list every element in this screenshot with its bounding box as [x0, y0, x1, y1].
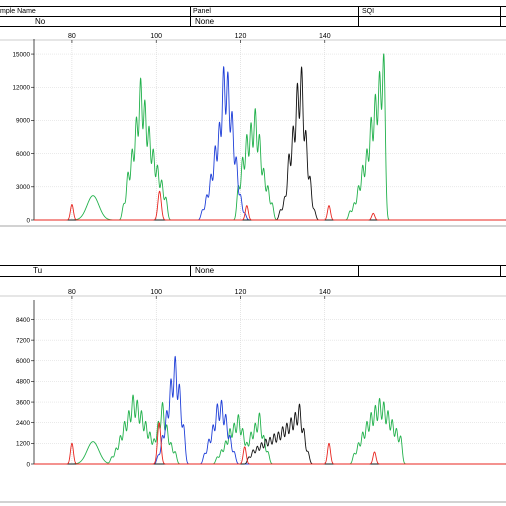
x-tick-label: 120 [235, 33, 247, 40]
y-tick-label: 3600 [16, 399, 31, 406]
x-tick-label: 80 [68, 33, 76, 40]
y-tick-label: 4800 [16, 379, 31, 386]
series-line-green [33, 394, 506, 465]
x-tick-label: 80 [68, 289, 76, 296]
y-tick-label: 7200 [16, 337, 31, 344]
y-tick-label: 15000 [12, 51, 30, 58]
sqi-value-2 [362, 266, 492, 275]
y-tick-label: 1200 [16, 441, 31, 448]
sample-name-value-2: Tu [33, 266, 43, 275]
series-line-red [33, 422, 506, 465]
sample-table-1: mple Name Panel SQI No None [0, 6, 506, 27]
y-tick-label: 2400 [16, 420, 31, 427]
y-tick-label: 12000 [12, 85, 30, 92]
electropherogram-chart-1: 80 100 120 140 0 3000 6000 9000 12000 15000 [0, 33, 506, 227]
y-tick-label: 8400 [16, 317, 31, 324]
plot-area-1: 80 100 120 140 0 3000 6000 9000 12000 15000 [0, 33, 506, 227]
y-tick-label: 0 [26, 461, 30, 468]
column-header-panel: Panel [193, 8, 211, 15]
sample-name-value: No [35, 17, 46, 26]
panel-value: None [195, 17, 215, 26]
y-tick-label: 6000 [16, 151, 31, 158]
series-line-green [33, 53, 506, 221]
panel-value-2: None [195, 266, 215, 275]
y-tick-label: 6000 [16, 358, 31, 365]
column-header-sqi: SQI [362, 8, 375, 15]
x-tick-label: 100 [150, 33, 162, 40]
series-line-blue [33, 355, 506, 465]
series-line-red [33, 190, 506, 221]
x-tick-label: 140 [319, 289, 331, 296]
y-tick-label: 3000 [16, 184, 31, 191]
electropherogram-chart-2: 80 100 120 140 0 1200 2400 3600 4800 6000 7200 8400 [0, 289, 506, 503]
sample-table-2: Tu None [0, 265, 506, 277]
x-tick-label: 100 [150, 289, 162, 296]
x-tick-label: 140 [319, 33, 331, 40]
series-line-black [33, 403, 506, 465]
y-tick-label: 0 [26, 217, 30, 224]
sqi-value [362, 17, 492, 26]
x-tick-label: 120 [235, 289, 247, 296]
series-line-black [33, 66, 506, 221]
column-header-sample-name: mple Name [0, 8, 36, 15]
plot-area-2: 80 100 120 140 0 1200 2400 3600 4800 6000 7200 8400 [0, 289, 506, 503]
series-line-blue [33, 66, 506, 221]
y-tick-label: 9000 [16, 118, 31, 125]
